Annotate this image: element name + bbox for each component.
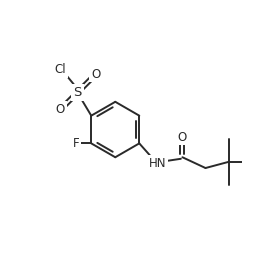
Text: F: F [73, 137, 79, 150]
Text: O: O [91, 68, 100, 80]
Text: HN: HN [149, 157, 167, 170]
Text: S: S [73, 86, 82, 99]
Text: Cl: Cl [55, 63, 66, 76]
Text: O: O [178, 131, 187, 144]
Text: O: O [56, 103, 65, 116]
